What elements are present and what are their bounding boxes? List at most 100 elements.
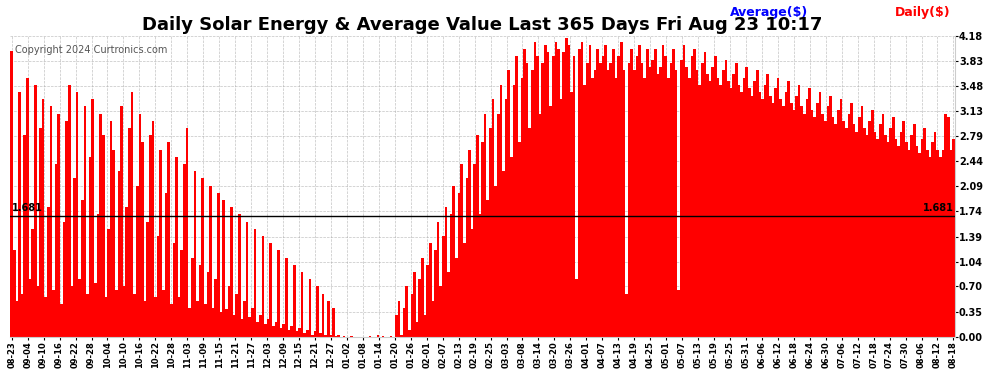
Bar xyxy=(741,92,742,337)
Bar xyxy=(16,301,18,337)
Bar xyxy=(91,99,94,337)
Bar xyxy=(382,336,384,337)
Bar xyxy=(76,92,78,337)
Bar xyxy=(317,286,319,337)
Bar xyxy=(863,128,866,337)
Bar xyxy=(720,85,722,337)
Bar xyxy=(641,63,644,337)
Bar xyxy=(303,333,306,337)
Bar xyxy=(651,60,654,337)
Bar xyxy=(777,78,779,337)
Bar xyxy=(544,45,546,337)
Bar xyxy=(604,45,607,337)
Bar xyxy=(62,222,65,337)
Bar xyxy=(557,49,559,337)
Bar xyxy=(369,336,371,337)
Bar xyxy=(822,114,824,337)
Bar xyxy=(50,106,52,337)
Bar xyxy=(766,74,769,337)
Bar xyxy=(806,99,808,337)
Bar xyxy=(180,251,183,337)
Bar xyxy=(497,114,500,337)
Bar xyxy=(248,316,251,337)
Bar xyxy=(447,272,449,337)
Bar xyxy=(654,49,656,337)
Bar xyxy=(107,229,110,337)
Bar xyxy=(83,106,86,337)
Bar xyxy=(876,139,879,337)
Bar xyxy=(704,53,706,337)
Bar xyxy=(452,186,455,337)
Bar xyxy=(648,67,651,337)
Bar xyxy=(717,78,720,337)
Bar xyxy=(526,63,529,337)
Bar xyxy=(730,88,733,337)
Bar xyxy=(156,236,159,337)
Bar xyxy=(748,88,750,337)
Bar xyxy=(924,128,926,337)
Bar xyxy=(261,236,264,337)
Bar xyxy=(131,92,134,337)
Bar xyxy=(698,85,701,337)
Bar xyxy=(858,117,860,337)
Bar xyxy=(259,315,261,337)
Bar xyxy=(551,56,554,337)
Bar xyxy=(449,214,452,337)
Bar xyxy=(32,229,34,337)
Bar xyxy=(782,106,785,337)
Bar xyxy=(196,301,199,337)
Bar xyxy=(612,49,615,337)
Bar xyxy=(142,142,144,337)
Bar xyxy=(683,45,685,337)
Bar xyxy=(253,229,256,337)
Bar xyxy=(832,117,835,337)
Bar xyxy=(534,42,537,337)
Bar xyxy=(824,121,827,337)
Bar xyxy=(159,150,162,337)
Bar xyxy=(852,124,855,337)
Bar xyxy=(816,103,819,337)
Bar xyxy=(539,114,542,337)
Bar xyxy=(871,110,873,337)
Bar xyxy=(944,114,946,337)
Bar xyxy=(680,60,683,337)
Bar xyxy=(735,63,738,337)
Bar xyxy=(170,304,172,337)
Bar xyxy=(319,333,322,337)
Bar xyxy=(220,312,223,337)
Bar xyxy=(903,121,905,337)
Bar xyxy=(45,297,47,337)
Bar xyxy=(115,290,118,337)
Bar xyxy=(701,63,704,337)
Bar xyxy=(207,272,209,337)
Bar xyxy=(510,157,513,337)
Bar xyxy=(709,81,712,337)
Bar xyxy=(282,324,285,337)
Bar xyxy=(664,56,667,337)
Bar xyxy=(745,67,748,337)
Bar xyxy=(13,251,16,337)
Bar xyxy=(128,128,131,337)
Bar xyxy=(895,139,897,337)
Bar xyxy=(233,315,236,337)
Bar xyxy=(602,56,604,337)
Bar xyxy=(457,193,460,337)
Bar xyxy=(468,150,471,337)
Bar xyxy=(120,106,123,337)
Bar xyxy=(419,279,421,337)
Bar xyxy=(416,322,419,337)
Bar xyxy=(761,99,764,337)
Bar xyxy=(916,146,918,337)
Bar xyxy=(860,106,863,337)
Bar xyxy=(435,251,437,337)
Bar xyxy=(518,142,521,337)
Bar xyxy=(801,106,803,337)
Bar xyxy=(136,186,139,337)
Bar xyxy=(42,99,45,337)
Title: Daily Solar Energy & Average Value Last 365 Days Fri Aug 23 10:17: Daily Solar Energy & Average Value Last … xyxy=(143,16,823,34)
Bar xyxy=(596,49,599,337)
Bar xyxy=(290,326,293,337)
Bar xyxy=(570,92,573,337)
Bar xyxy=(390,336,392,337)
Bar xyxy=(881,114,884,337)
